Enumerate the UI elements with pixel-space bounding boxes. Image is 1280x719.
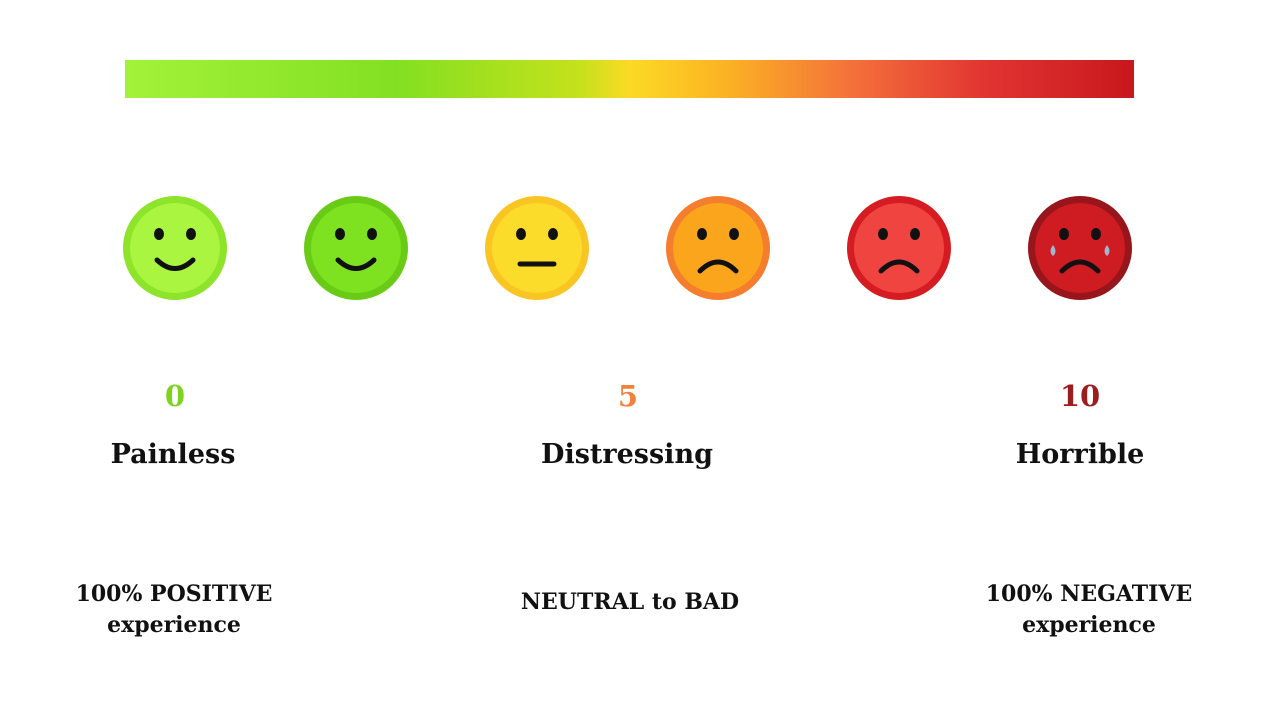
happy-face-icon bbox=[303, 195, 409, 301]
tear-left-icon bbox=[1050, 245, 1056, 256]
neutral-face-icon bbox=[484, 195, 590, 301]
very-sad-face-icon bbox=[846, 195, 952, 301]
very-happy-face-icon bbox=[122, 195, 228, 301]
scale-number-5: 5 bbox=[617, 379, 639, 413]
tick-scale bbox=[122, 516, 1136, 546]
caption-neutral: NEUTRAL to BAD bbox=[521, 587, 739, 618]
caption-positive-line1: 100% POSITIVE bbox=[75, 581, 273, 607]
label-painless: Painless bbox=[110, 439, 236, 470]
caption-positive: 100% POSITIVE experience bbox=[76, 579, 273, 641]
label-horrible: Horrible bbox=[1015, 439, 1145, 470]
label-distressing: Distressing bbox=[541, 439, 713, 470]
caption-negative-line1: 100% NEGATIVE bbox=[985, 581, 1193, 607]
pain-gradient-bar bbox=[125, 60, 1134, 98]
scale-number-0: 0 bbox=[164, 379, 186, 413]
tear-right-icon bbox=[1104, 245, 1110, 256]
caption-positive-line2: experience bbox=[107, 612, 241, 638]
caption-negative-line2: experience bbox=[1022, 612, 1156, 638]
caption-neutral-line1: NEUTRAL to BAD bbox=[520, 589, 740, 615]
sad-face-icon bbox=[665, 195, 771, 301]
scale-number-10: 10 bbox=[1059, 379, 1101, 413]
caption-negative: 100% NEGATIVE experience bbox=[986, 579, 1193, 641]
crying-face-icon bbox=[1027, 195, 1133, 301]
